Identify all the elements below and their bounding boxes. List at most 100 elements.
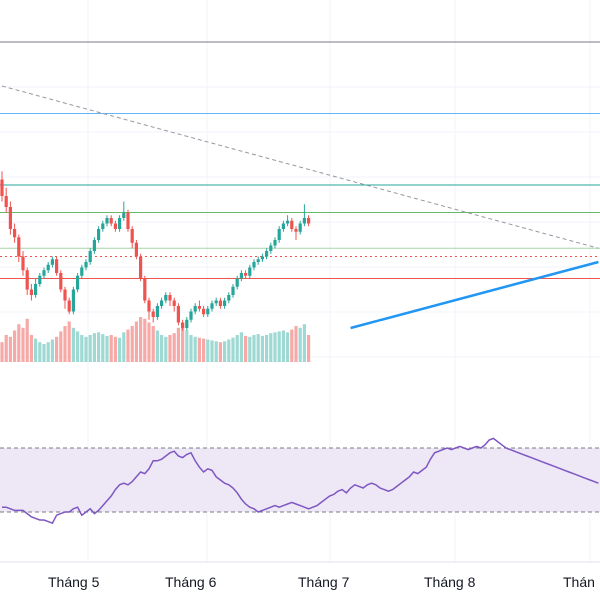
candle-body [25, 270, 29, 290]
candle-body [88, 251, 92, 262]
volume-bar [277, 331, 281, 362]
candle-body [143, 278, 147, 301]
candle-body [113, 223, 117, 229]
candle-body [235, 278, 239, 287]
candle-body [252, 262, 256, 268]
candle-body [189, 311, 193, 320]
candle-body [13, 229, 17, 238]
volume-bar [134, 321, 138, 362]
candle-body [118, 218, 122, 229]
candle-body [248, 267, 252, 276]
volume-bar [34, 338, 38, 362]
volume-bar [193, 336, 197, 362]
rsi-band [0, 448, 600, 512]
volume-bar [151, 326, 155, 362]
volume-bar [189, 335, 193, 362]
volume-bar [235, 335, 239, 362]
candle-body [193, 306, 197, 312]
candle-body [286, 220, 290, 224]
volume-bar [256, 334, 260, 362]
candle-body [109, 218, 113, 224]
candle-body [38, 275, 42, 284]
volume-bar [139, 317, 143, 362]
candle-body [176, 306, 180, 323]
volume-bar [164, 336, 168, 362]
volume-bar [269, 333, 273, 362]
candle-body [42, 270, 46, 276]
volume-bar [17, 324, 21, 362]
candle-body [101, 223, 105, 229]
candle-body [239, 273, 243, 279]
x-tick-label: Tháng 8 [424, 574, 476, 590]
candle-body [29, 289, 33, 295]
x-tick-label: Thán [563, 574, 595, 590]
candle-body [67, 300, 71, 312]
candle-body [4, 196, 8, 207]
trendline [350, 260, 599, 330]
candle-body [214, 300, 218, 304]
rsi-line [2, 437, 599, 525]
volume-bar [8, 336, 12, 362]
x-tick-label: Tháng 7 [298, 574, 350, 590]
volume-bar [281, 330, 285, 362]
candle-body [197, 306, 201, 309]
volume-bar [302, 324, 306, 362]
candle-body [122, 212, 126, 218]
volume-bar [290, 329, 294, 362]
volume-bar [227, 339, 231, 362]
candle-body [134, 242, 138, 257]
candle-body [55, 259, 59, 273]
volume-bar [105, 335, 109, 362]
candle-body [202, 308, 206, 315]
x-axis: Tháng 5 Tháng 6 Tháng 7 Tháng 8 Thán [48, 574, 595, 590]
candle-body [290, 220, 294, 229]
volume-bar [59, 331, 63, 362]
candle-body [0, 179, 4, 196]
candle-body [155, 306, 159, 317]
volume-bar [231, 337, 235, 362]
candle-body [130, 229, 134, 243]
rsi-panel [0, 437, 600, 525]
candle-body [164, 295, 168, 301]
volume-bar [168, 335, 172, 362]
volume-bar [122, 332, 126, 362]
candle-body [206, 308, 210, 315]
candle-body [260, 256, 264, 260]
volume-bar [286, 332, 290, 362]
volume-bar [176, 327, 180, 362]
candle-body [105, 218, 109, 224]
volume-bars [0, 317, 311, 362]
volume-bar [67, 321, 71, 362]
volume-bar [42, 344, 46, 362]
candle-body [231, 286, 235, 295]
trendlines [1, 85, 599, 330]
volume-bar [197, 337, 201, 362]
candle-body [281, 223, 285, 229]
candle-body [302, 218, 306, 224]
volume-bar [0, 342, 4, 362]
volume-bar [298, 327, 302, 362]
volume-bar [63, 326, 67, 362]
candle-body [172, 300, 176, 306]
volume-bar [101, 334, 105, 362]
candle-body [265, 251, 269, 257]
candle-body [181, 322, 185, 328]
volume-bar [38, 342, 42, 362]
candle-body [84, 262, 88, 268]
candle-body [126, 212, 130, 229]
volume-bar [50, 339, 54, 362]
x-tick-label: Tháng 6 [165, 574, 217, 590]
candle-body [46, 264, 50, 271]
x-tick-label: Tháng 5 [48, 574, 100, 590]
candle-body [185, 319, 189, 328]
volume-bar [76, 331, 80, 362]
volume-bar [244, 335, 248, 362]
candle-body [151, 311, 155, 317]
candle-body [168, 295, 172, 301]
candle-body [71, 289, 75, 312]
volume-bar [206, 339, 210, 362]
candle-body [223, 300, 227, 306]
volume-bar [13, 330, 17, 362]
candle-body [210, 303, 214, 309]
candle-body [139, 256, 143, 279]
